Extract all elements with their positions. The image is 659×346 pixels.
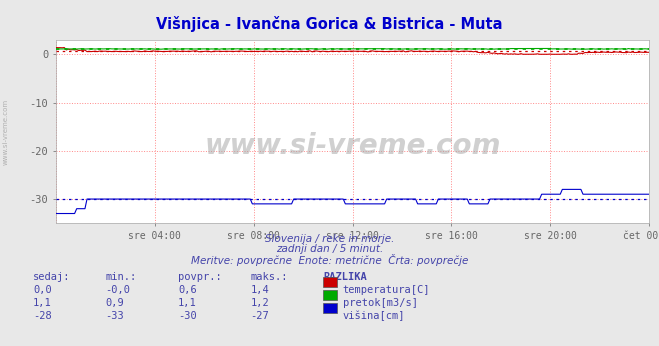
- Text: 0,0: 0,0: [33, 285, 51, 295]
- Text: Višnjica - Ivančna Gorica & Bistrica - Muta: Višnjica - Ivančna Gorica & Bistrica - M…: [156, 16, 503, 31]
- Text: -0,0: -0,0: [105, 285, 130, 295]
- Text: maks.:: maks.:: [250, 272, 288, 282]
- Text: RAZLIKA: RAZLIKA: [323, 272, 366, 282]
- Text: 1,4: 1,4: [250, 285, 269, 295]
- Text: www.si-vreme.com: www.si-vreme.com: [204, 132, 501, 160]
- Text: 1,1: 1,1: [178, 298, 196, 308]
- Text: višina[cm]: višina[cm]: [343, 311, 405, 321]
- Text: Slovenija / reke in morje.: Slovenija / reke in morje.: [265, 234, 394, 244]
- Text: povpr.:: povpr.:: [178, 272, 221, 282]
- Text: www.si-vreme.com: www.si-vreme.com: [2, 98, 9, 165]
- Text: pretok[m3/s]: pretok[m3/s]: [343, 298, 418, 308]
- Text: 0,6: 0,6: [178, 285, 196, 295]
- Text: temperatura[C]: temperatura[C]: [343, 285, 430, 295]
- Text: sedaj:: sedaj:: [33, 272, 71, 282]
- Text: Meritve: povprečne  Enote: metrične  Črta: povprečje: Meritve: povprečne Enote: metrične Črta:…: [191, 254, 468, 266]
- Text: -28: -28: [33, 311, 51, 321]
- Text: 1,1: 1,1: [33, 298, 51, 308]
- Text: -33: -33: [105, 311, 124, 321]
- Text: 0,9: 0,9: [105, 298, 124, 308]
- Text: min.:: min.:: [105, 272, 136, 282]
- Text: 1,2: 1,2: [250, 298, 269, 308]
- Text: -30: -30: [178, 311, 196, 321]
- Text: zadnji dan / 5 minut.: zadnji dan / 5 minut.: [276, 244, 383, 254]
- Text: -27: -27: [250, 311, 269, 321]
